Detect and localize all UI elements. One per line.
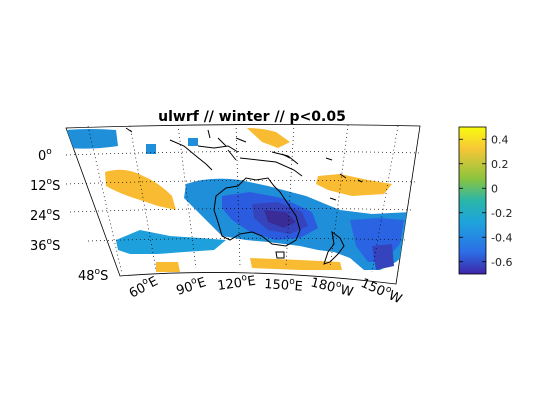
colorbar-tick-label: 0.2 [491, 158, 509, 171]
graticule [65, 123, 421, 275]
island-coastline [83, 127, 363, 209]
positive-region [66, 129, 118, 149]
lat-label: 0o [38, 147, 52, 164]
colorbar-ticks: 0.4 0.2 0 -0.2 -0.4 -0.6 [459, 133, 512, 269]
colorbar-tick-label: -0.4 [491, 231, 512, 244]
colorbar-tick-label: -0.2 [491, 207, 512, 220]
negative-region [146, 144, 156, 154]
lon-label: 180oW [309, 273, 355, 300]
positive-region [105, 169, 176, 210]
positive-region [250, 258, 342, 270]
lat-label: 12oS [30, 177, 60, 194]
positive-region [316, 174, 392, 196]
new-zealand-coastline [323, 230, 345, 265]
tasmania-coastline [275, 251, 285, 259]
maritime-continent-coastline [169, 129, 303, 177]
lon-line [129, 125, 157, 271]
lon-label: 150oE [264, 275, 304, 295]
positive-region [247, 128, 290, 148]
lon-label: 90oE [174, 273, 208, 299]
negative-region [188, 138, 198, 146]
lat-label: 48oS [78, 267, 108, 284]
negative-region [116, 230, 226, 254]
strong-negative-region [372, 244, 394, 270]
australia-coastline [213, 177, 301, 247]
lon-line [329, 124, 349, 269]
lat-labels: 0o 12oS 24oS 36oS 48oS [30, 147, 108, 284]
colorbar-tick-label: 0.4 [491, 133, 509, 146]
colorbar-tick-label: -0.6 [491, 256, 512, 269]
anomaly-field [66, 127, 420, 272]
lon-label: 60oE [126, 272, 161, 301]
lon-label: 120oE [216, 272, 257, 294]
lon-line [371, 125, 399, 273]
lat-label: 36oS [30, 237, 60, 254]
map-area [65, 123, 421, 285]
colorbar-tick-label: 0 [491, 182, 498, 195]
colorbar-gradient [458, 126, 487, 275]
colorbar: 0.4 0.2 0 -0.2 -0.4 -0.6 [458, 126, 512, 275]
strong-negative-region [264, 210, 296, 228]
map-title: ulwrf // winter // p<0.05 [158, 109, 346, 125]
lat-line [87, 237, 407, 242]
lat-label: 24oS [30, 207, 60, 224]
lon-line [177, 124, 197, 269]
positive-region [156, 262, 180, 272]
lon-labels: 60oE 90oE 120oE 150oE 180oW 150oW [126, 272, 404, 307]
